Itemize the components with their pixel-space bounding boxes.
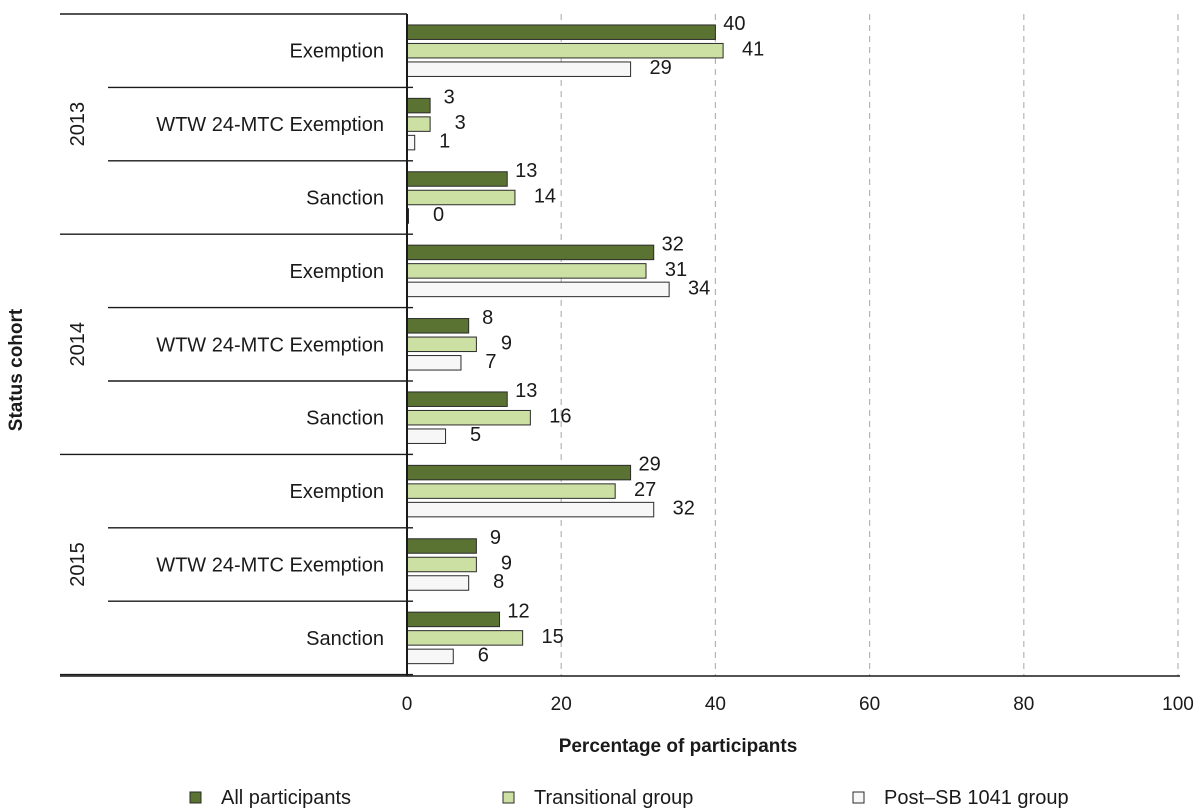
bar-2014-1-series-3 [406, 281, 670, 298]
value-label: 31 [665, 259, 687, 281]
value-label: 12 [507, 600, 529, 622]
category-label: Exemption [290, 41, 385, 63]
category-label: WTW 24-MTC Exemption [156, 114, 384, 136]
value-label: 13 [515, 380, 537, 402]
x-tick-label: 0 [402, 694, 413, 715]
bar-2015-1-series-3 [406, 501, 655, 518]
category-label: Sanction [306, 628, 384, 650]
group-label: 2015 [67, 542, 89, 587]
legend-label: Post–SB 1041 group [884, 787, 1069, 809]
group-label: 2013 [67, 102, 89, 147]
category-label: Sanction [306, 188, 384, 210]
value-label: 13 [515, 160, 537, 182]
value-label: 0 [433, 204, 444, 226]
value-label: 5 [470, 424, 481, 446]
category-label: WTW 24-MTC Exemption [156, 555, 384, 577]
value-label: 9 [501, 553, 512, 575]
value-label: 41 [742, 39, 764, 61]
group-label: 2014 [67, 322, 89, 367]
x-tick-label: 20 [551, 694, 572, 715]
bar-2015-3-series-3 [406, 648, 454, 665]
bar-2013-3-series-1 [406, 171, 508, 187]
bars-layer [406, 24, 724, 665]
value-label: 3 [455, 112, 466, 134]
value-label: 29 [638, 454, 660, 476]
bar-2015-2-series-1 [406, 538, 477, 554]
x-tick-label: 60 [859, 694, 880, 715]
value-label: 40 [723, 13, 745, 35]
legend-label: All participants [221, 787, 351, 809]
bar-2013-3-series-2 [406, 189, 516, 206]
category-label: WTW 24-MTC Exemption [156, 334, 384, 356]
value-label: 14 [534, 186, 556, 208]
value-label: 16 [549, 406, 571, 428]
bar-2013-2-series-2 [406, 116, 431, 132]
category-label: Sanction [306, 408, 384, 430]
x-tick-label: 100 [1162, 694, 1194, 715]
value-label: 8 [482, 307, 493, 329]
value-label: 1 [439, 131, 450, 153]
bar-2015-1-series-1 [406, 464, 632, 481]
bar-2014-2-series-2 [406, 336, 477, 353]
value-label: 9 [501, 332, 512, 354]
bar-2014-2-series-3 [406, 355, 462, 371]
legend-label: Transitional group [534, 787, 693, 809]
bar-2014-1-series-1 [406, 244, 655, 261]
value-label: 7 [485, 351, 496, 373]
bar-2013-1-series-3 [406, 61, 632, 77]
bar-2014-1-series-2 [406, 263, 647, 279]
value-label: 34 [688, 277, 710, 299]
legend-swatch [189, 791, 202, 804]
bar-2013-2-series-3 [406, 134, 416, 151]
bar-2014-2-series-1 [406, 318, 470, 334]
x-tick-label: 40 [705, 694, 726, 715]
legend: All participants Transitional group Post–S… [189, 787, 1069, 809]
category-label: Exemption [290, 261, 385, 283]
axes-layer [60, 13, 1180, 677]
bar-2013-1-series-1 [406, 24, 716, 40]
value-label: 6 [478, 644, 489, 666]
value-label: 8 [493, 571, 504, 593]
value-label: 32 [673, 498, 695, 520]
value-label: 3 [444, 87, 455, 109]
legend-swatch [502, 791, 515, 804]
bar-2015-3-series-2 [406, 630, 524, 646]
bar-2014-3-series-2 [406, 409, 531, 426]
category-label: Exemption [290, 481, 385, 503]
legend-swatch [852, 791, 865, 804]
bar-2014-3-series-1 [406, 391, 508, 407]
bar-2013-1-series-2 [406, 42, 724, 59]
value-label: 32 [662, 233, 684, 255]
x-axis-title: Percentage of participants [559, 736, 798, 757]
bar-2015-2-series-3 [406, 575, 470, 591]
grid-lines [560, 14, 1179, 676]
bar-2015-1-series-2 [406, 483, 616, 499]
bar-2015-2-series-2 [406, 556, 477, 573]
y-axis-title: Status cohort [6, 308, 27, 431]
value-label: 29 [649, 57, 671, 79]
bar-2015-3-series-1 [406, 611, 501, 628]
x-tick-label: 80 [1013, 694, 1034, 715]
bar-2014-3-series-3 [406, 428, 447, 444]
value-label: 15 [542, 626, 564, 648]
value-label: 9 [490, 527, 501, 549]
bar-2013-2-series-1 [406, 97, 431, 114]
value-label: 27 [634, 479, 656, 501]
